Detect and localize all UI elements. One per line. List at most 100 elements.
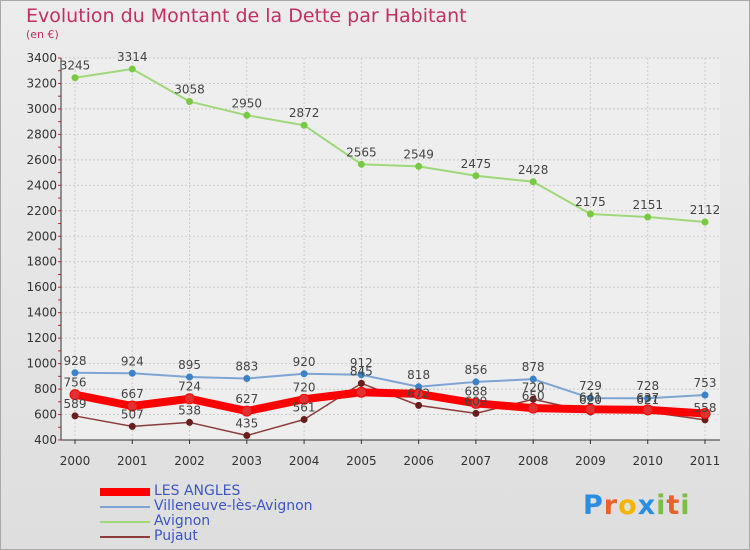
data-point-villeneuve-les-avignon (128, 369, 136, 377)
logo-letter: x (637, 490, 657, 521)
data-point-les-angles (241, 405, 253, 417)
x-tick-label: 2006 (403, 454, 434, 468)
y-tick-label: 3000 (26, 102, 57, 116)
data-point-villeneuve-les-avignon (300, 370, 308, 378)
data-label-villeneuve-les-avignon: 920 (293, 355, 316, 369)
x-tick-label: 2009 (575, 454, 606, 468)
x-tick-label: 2011 (690, 454, 721, 468)
y-tick-label: 2000 (26, 229, 57, 243)
proxiti-logo: Proxiti (583, 490, 691, 521)
data-label-les-angles: 650 (522, 389, 545, 403)
unit-label: (en €) (26, 28, 59, 41)
y-tick-label: 1800 (26, 255, 57, 269)
legend-swatch (100, 488, 150, 496)
series-line-les-angles (74, 388, 706, 418)
data-point-villeneuve-les-avignon (701, 391, 709, 399)
legend: LES ANGLES Villeneuve-lès-Avignon Avignon P… (100, 484, 360, 544)
data-label-avignon: 2475 (461, 157, 492, 171)
data-point-villeneuve-les-avignon (71, 369, 79, 377)
data-label-avignon: 2175 (575, 195, 606, 209)
y-tick-label: 3200 (26, 76, 57, 90)
data-point-villeneuve-les-avignon (529, 375, 537, 383)
y-tick-label: 1200 (26, 331, 57, 345)
data-label-avignon: 2112 (690, 203, 721, 217)
data-point-les-angles (298, 393, 310, 405)
data-label-pujaut: 720 (522, 380, 545, 394)
data-label-avignon: 2428 (518, 163, 549, 177)
data-point-pujaut (186, 418, 194, 426)
legend-item-avignon: Avignon (100, 514, 360, 529)
data-label-les-angles: 627 (235, 392, 258, 406)
data-label-villeneuve-les-avignon: 818 (407, 368, 430, 382)
data-point-pujaut (71, 412, 79, 420)
legend-label: Pujaut (154, 528, 198, 544)
data-point-avignon (701, 218, 709, 226)
data-point-les-angles (126, 400, 138, 412)
x-tick-label: 2000 (60, 454, 91, 468)
data-point-avignon (186, 98, 194, 106)
data-label-les-angles: 756 (64, 376, 87, 390)
data-point-les-angles (184, 393, 196, 405)
data-point-les-angles (355, 386, 367, 398)
data-point-pujaut (529, 395, 537, 403)
data-point-les-angles (527, 402, 539, 414)
logo-letter: i (680, 490, 691, 521)
data-label-pujaut: 558 (694, 401, 717, 415)
series-line-avignon (74, 67, 706, 224)
data-label-avignon: 2872 (289, 106, 320, 120)
data-label-les-angles: 641 (579, 390, 602, 404)
data-label-villeneuve-les-avignon: 856 (464, 363, 487, 377)
data-label-avignon: 3245 (60, 59, 91, 73)
data-point-pujaut (357, 379, 365, 387)
logo-letter: o (618, 490, 638, 521)
y-tick-label: 2600 (26, 153, 57, 167)
x-tick-label: 2007 (461, 454, 492, 468)
legend-swatch (100, 506, 150, 508)
data-point-avignon (586, 210, 594, 218)
logo-letter: P (583, 490, 604, 521)
y-tick-label: 1400 (26, 306, 57, 320)
data-point-pujaut (472, 409, 480, 417)
data-point-avignon (71, 74, 79, 82)
data-point-villeneuve-les-avignon (357, 371, 365, 379)
legend-label: Avignon (154, 513, 211, 529)
data-label-pujaut: 538 (178, 403, 201, 417)
data-label-villeneuve-les-avignon: 753 (694, 376, 717, 390)
x-tick-label: 2002 (174, 454, 205, 468)
y-tick-label: 800 (34, 382, 57, 396)
data-label-avignon: 2549 (403, 147, 434, 161)
data-label-avignon: 2950 (232, 96, 263, 110)
legend-swatch (100, 521, 150, 523)
y-tick-label: 600 (34, 408, 57, 422)
data-label-avignon: 2151 (632, 198, 663, 212)
data-label-villeneuve-les-avignon: 729 (579, 379, 602, 393)
data-label-les-angles: 688 (464, 384, 487, 398)
legend-item-villeneuve-les-avignon: Villeneuve-lès-Avignon (100, 499, 360, 514)
data-label-avignon: 3314 (117, 50, 148, 64)
data-label-les-angles: 667 (121, 387, 144, 401)
legend-swatch (100, 536, 150, 538)
data-label-villeneuve-les-avignon: 912 (350, 356, 373, 370)
data-label-villeneuve-les-avignon: 928 (64, 354, 87, 368)
x-tick-label: 2001 (117, 454, 148, 468)
data-point-les-angles (584, 403, 596, 415)
logo-letter: t (666, 490, 681, 521)
y-tick-label: 3400 (26, 51, 57, 65)
y-tick-label: 1600 (26, 280, 57, 294)
data-point-avignon (415, 162, 423, 170)
data-point-les-angles (699, 408, 711, 420)
data-point-villeneuve-les-avignon (243, 374, 251, 382)
data-point-avignon (529, 178, 537, 186)
x-tick-label: 2003 (232, 454, 263, 468)
data-label-pujaut: 561 (293, 400, 316, 414)
data-label-pujaut: 620 (579, 393, 602, 407)
y-tick-label: 2200 (26, 204, 57, 218)
data-label-les-angles: 720 (293, 380, 316, 394)
y-tick-label: 1000 (26, 357, 57, 371)
data-label-villeneuve-les-avignon: 924 (121, 354, 144, 368)
logo-letter: i (656, 490, 667, 521)
data-label-villeneuve-les-avignon: 895 (178, 358, 201, 372)
data-point-les-angles (470, 397, 482, 409)
data-point-les-angles (642, 404, 654, 416)
data-point-villeneuve-les-avignon (644, 394, 652, 402)
